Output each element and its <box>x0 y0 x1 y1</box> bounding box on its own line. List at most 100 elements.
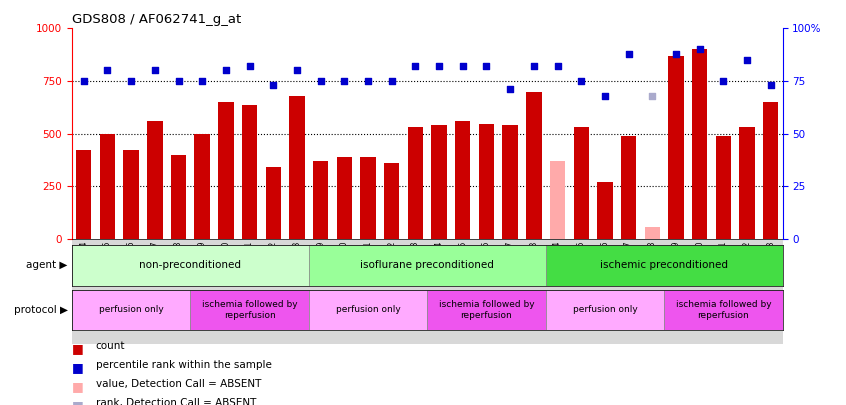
Point <box>243 63 256 70</box>
Bar <box>546 245 783 286</box>
Text: value, Detection Call = ABSENT: value, Detection Call = ABSENT <box>96 379 261 389</box>
Point <box>385 78 398 84</box>
Point <box>409 63 422 70</box>
Bar <box>167 239 190 344</box>
Bar <box>526 92 541 239</box>
Bar <box>645 227 660 239</box>
Point <box>645 92 659 99</box>
Bar <box>190 290 309 330</box>
Bar <box>692 49 707 239</box>
Bar <box>735 239 759 344</box>
Bar <box>100 134 115 239</box>
Bar <box>72 245 309 286</box>
Point <box>740 57 754 63</box>
Text: count: count <box>96 341 125 351</box>
Text: ■: ■ <box>72 399 84 405</box>
Point <box>717 78 730 84</box>
Bar <box>455 121 470 239</box>
Bar <box>380 239 404 344</box>
Text: perfusion only: perfusion only <box>336 305 400 314</box>
Point <box>195 78 209 84</box>
Bar <box>550 161 565 239</box>
Text: non-preconditioned: non-preconditioned <box>140 260 241 270</box>
Point <box>527 63 541 70</box>
Point <box>266 82 280 88</box>
Bar <box>309 290 427 330</box>
Bar <box>759 239 783 344</box>
Bar <box>143 239 167 344</box>
Point <box>503 86 517 93</box>
Text: rank, Detection Call = ABSENT: rank, Detection Call = ABSENT <box>96 398 256 405</box>
Text: ischemia followed by
reperfusion: ischemia followed by reperfusion <box>201 300 298 320</box>
Point <box>101 67 114 74</box>
Text: agent ▶: agent ▶ <box>26 260 68 270</box>
Text: perfusion only: perfusion only <box>573 305 637 314</box>
Text: protocol ▶: protocol ▶ <box>14 305 68 315</box>
Bar <box>498 239 522 344</box>
Bar <box>96 239 119 344</box>
Bar <box>597 182 613 239</box>
Text: percentile rank within the sample: percentile rank within the sample <box>96 360 272 370</box>
Bar <box>711 239 735 344</box>
Point <box>598 92 612 99</box>
Bar <box>285 239 309 344</box>
Bar <box>218 102 233 239</box>
Bar <box>716 136 731 239</box>
Bar <box>384 163 399 239</box>
Bar <box>522 239 546 344</box>
Bar <box>475 239 498 344</box>
Bar <box>72 239 96 344</box>
Point <box>669 50 683 57</box>
Bar <box>404 239 427 344</box>
Bar <box>337 157 352 239</box>
Point <box>551 63 564 70</box>
Point <box>314 78 327 84</box>
Point <box>172 78 185 84</box>
Bar <box>569 239 593 344</box>
Point <box>574 78 588 84</box>
Point <box>219 67 233 74</box>
Point <box>338 78 351 84</box>
Point <box>361 78 375 84</box>
Bar <box>546 290 664 330</box>
Point <box>693 46 706 53</box>
Bar <box>479 124 494 239</box>
Text: ■: ■ <box>72 342 84 355</box>
Point <box>480 63 493 70</box>
Bar <box>574 127 589 239</box>
Bar <box>427 290 546 330</box>
Bar <box>546 239 569 344</box>
Bar <box>593 239 617 344</box>
Point <box>290 67 304 74</box>
Point <box>456 63 470 70</box>
Bar <box>289 96 305 239</box>
Bar <box>309 239 332 344</box>
Point <box>764 82 777 88</box>
Bar <box>451 239 475 344</box>
Bar <box>238 239 261 344</box>
Bar <box>664 239 688 344</box>
Text: ■: ■ <box>72 380 84 393</box>
Point <box>148 67 162 74</box>
Bar <box>431 125 447 239</box>
Bar <box>503 125 518 239</box>
Text: GDS808 / AF062741_g_at: GDS808 / AF062741_g_at <box>72 13 241 26</box>
Bar <box>124 151 139 239</box>
Bar <box>617 239 640 344</box>
Bar <box>313 161 328 239</box>
Point <box>432 63 446 70</box>
Bar <box>332 239 356 344</box>
Bar <box>76 151 91 239</box>
Text: ■: ■ <box>72 361 84 374</box>
Bar <box>640 239 664 344</box>
Bar <box>664 290 783 330</box>
Bar <box>72 290 190 330</box>
Bar <box>763 102 778 239</box>
Text: ischemia followed by
reperfusion: ischemia followed by reperfusion <box>438 300 535 320</box>
Text: perfusion only: perfusion only <box>99 305 163 314</box>
Point <box>77 78 91 84</box>
Point <box>622 50 635 57</box>
Text: isoflurane preconditioned: isoflurane preconditioned <box>360 260 494 270</box>
Bar <box>621 136 636 239</box>
Bar <box>147 121 162 239</box>
